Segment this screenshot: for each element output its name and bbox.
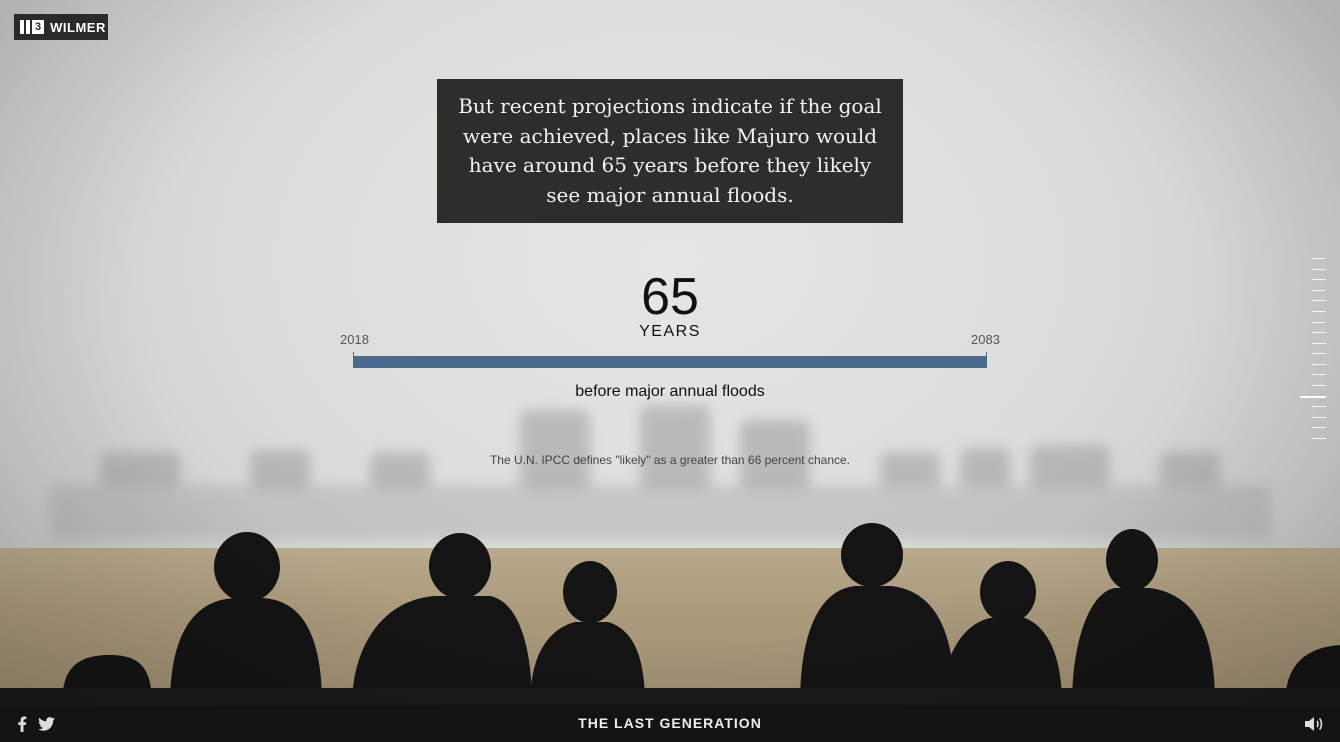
scroll-tick[interactable]: [1312, 322, 1326, 323]
background-figure: [250, 450, 310, 490]
timeline-end-year: 2083: [971, 332, 1000, 347]
timeline-bar-track: [353, 352, 987, 368]
timeline-end-cap: [986, 352, 987, 368]
scroll-tick[interactable]: [1312, 332, 1326, 333]
scroll-tick[interactable]: [1312, 353, 1326, 354]
years-stat-value: 65: [641, 268, 699, 326]
timeline-start-cap: [353, 352, 354, 368]
logo-mark: 3: [20, 20, 45, 34]
background-table: [50, 485, 1270, 540]
scroll-tick[interactable]: [1312, 364, 1326, 365]
scroll-tick[interactable]: [1312, 406, 1326, 407]
scroll-tick[interactable]: [1312, 300, 1326, 301]
background-figure: [640, 405, 710, 490]
logo-text: WILMER: [50, 19, 106, 35]
background-figure: [100, 452, 180, 488]
narrative-quote-box: But recent projections indicate if the g…: [437, 79, 903, 223]
background-figure: [880, 452, 940, 488]
scroll-tick[interactable]: [1312, 269, 1326, 270]
background-figure: [370, 452, 430, 490]
speaker-icon[interactable]: [1304, 705, 1326, 742]
background-figure: [1160, 452, 1220, 488]
logo-bar: [26, 20, 30, 34]
logo-number: 3: [32, 20, 45, 34]
twitter-icon[interactable]: [36, 705, 56, 742]
timeline-bar-fill: [353, 356, 987, 368]
scroll-tick[interactable]: [1312, 279, 1326, 280]
scroll-progress-indicator[interactable]: [1300, 258, 1328, 440]
years-stat-unit: YEARS: [639, 323, 701, 340]
scroll-tick[interactable]: [1312, 438, 1326, 439]
narrative-quote-text: But recent projections indicate if the g…: [458, 94, 882, 207]
scroll-tick[interactable]: [1312, 374, 1326, 375]
scroll-tick[interactable]: [1312, 417, 1326, 418]
scroll-tick[interactable]: [1312, 258, 1326, 259]
scroll-tick[interactable]: [1312, 311, 1326, 312]
logo-bar: [20, 20, 24, 34]
scroll-tick-active[interactable]: [1300, 396, 1326, 398]
timeline-start-year: 2018: [340, 332, 369, 347]
background-figure: [520, 410, 590, 490]
scroll-tick[interactable]: [1312, 290, 1326, 291]
story-title: THE LAST GENERATION: [578, 715, 762, 731]
background-figure: [740, 420, 810, 490]
background-figure: [960, 448, 1010, 488]
scroll-tick[interactable]: [1312, 427, 1326, 428]
footer-bar: THE LAST GENERATION: [0, 705, 1340, 742]
scroll-tick[interactable]: [1312, 385, 1326, 386]
timeline-caption: before major annual floods: [575, 383, 765, 400]
background-figure: [1030, 445, 1110, 489]
publisher-logo[interactable]: 3 WILMER: [14, 14, 108, 40]
facebook-icon[interactable]: [14, 705, 30, 742]
ipcc-footnote: The U.N. IPCC defines "likely" as a grea…: [489, 453, 851, 467]
scroll-tick[interactable]: [1312, 343, 1326, 344]
